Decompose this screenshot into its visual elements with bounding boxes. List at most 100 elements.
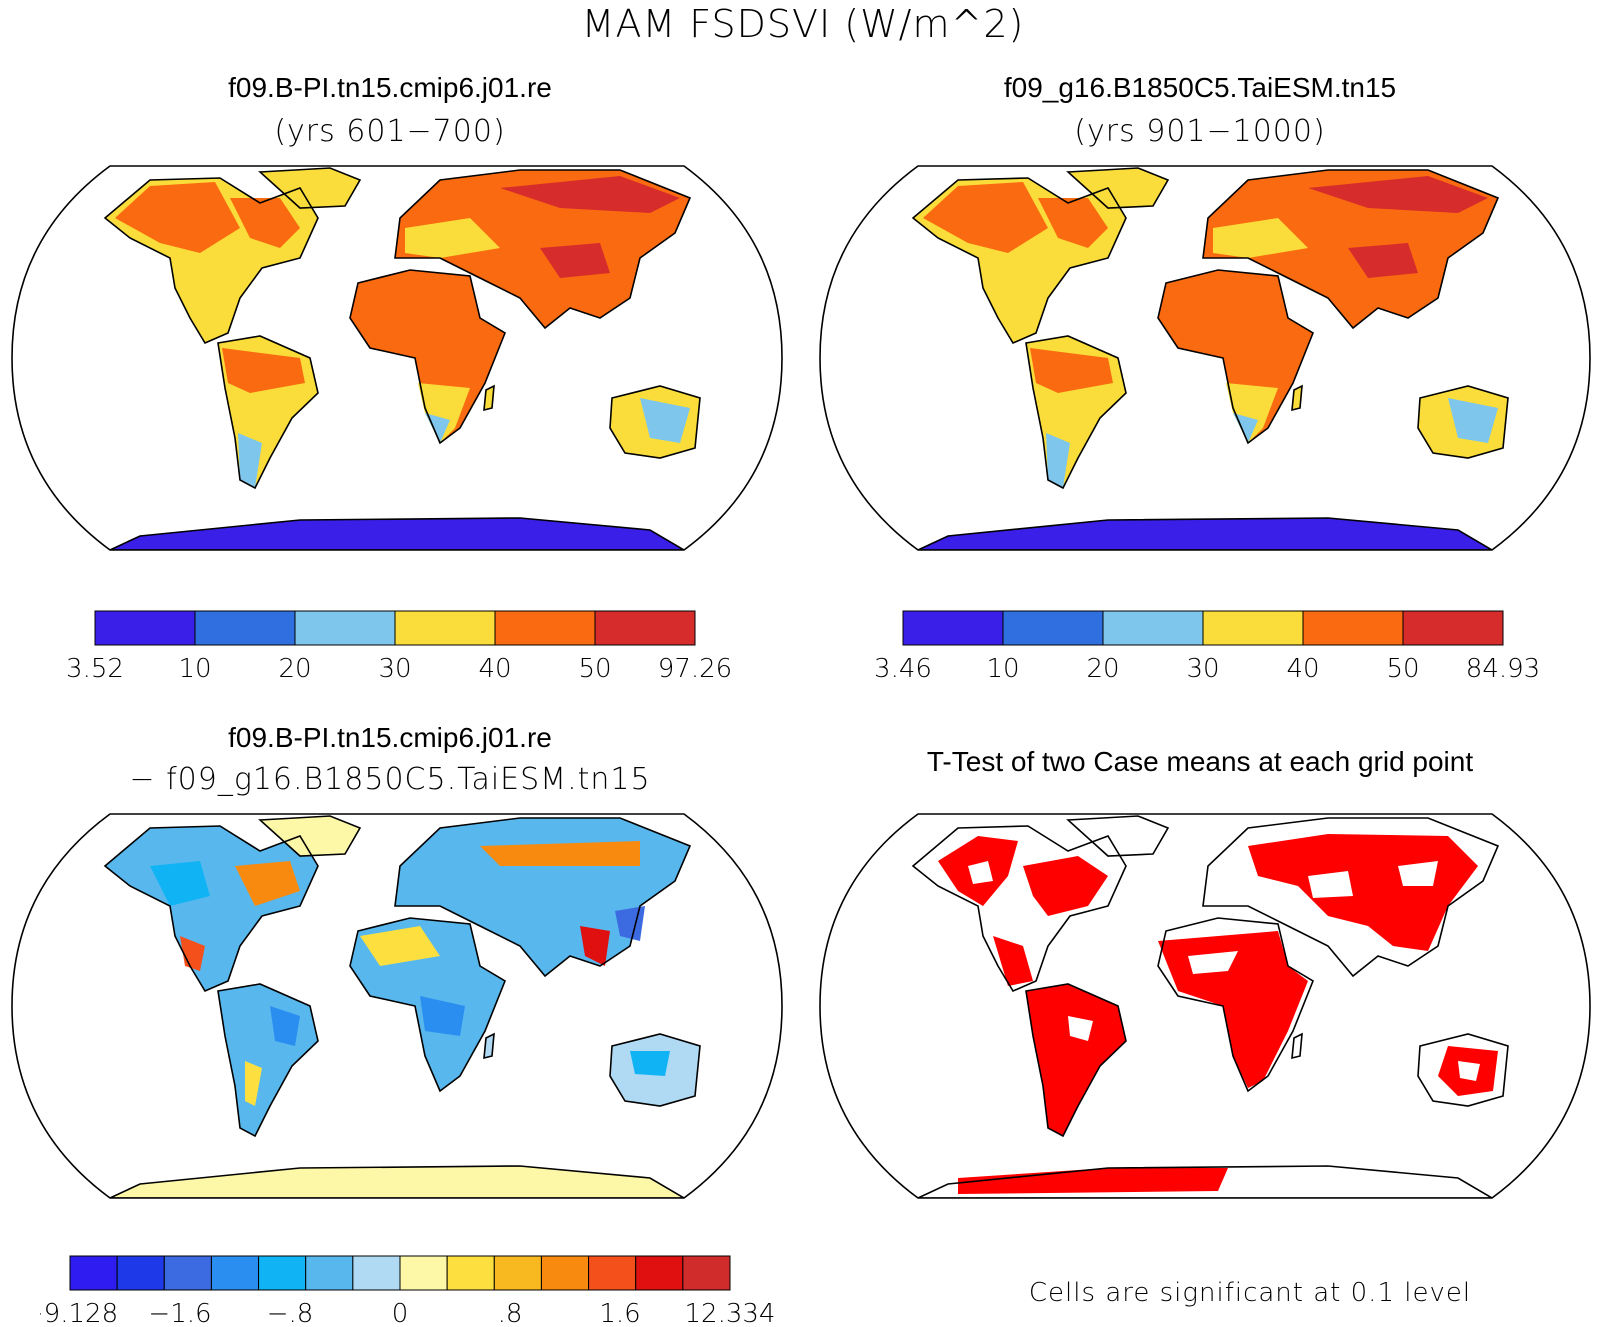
antarctica-coastline — [109, 1165, 687, 1198]
antarctica-coastline — [917, 1165, 1495, 1198]
colorbar-tick-label: 97.26 — [658, 654, 732, 684]
india-diff-high — [580, 926, 610, 966]
greenland-diff — [260, 816, 360, 856]
north-america-high — [923, 182, 1048, 253]
map-field — [103, 167, 701, 550]
colorbar-box-0 — [69, 1255, 118, 1291]
colorbar-box-2 — [294, 610, 396, 646]
colorbar-box-9 — [493, 1255, 542, 1291]
colorbar-box-7 — [399, 1255, 448, 1291]
eurasia-coastline — [394, 169, 692, 330]
namerica-coastline — [911, 825, 1127, 993]
colorbar-tick-label: 12.334 — [685, 1299, 776, 1327]
nonsig-patch-4 — [1308, 871, 1353, 898]
colorbar-tick-label: 20 — [1086, 654, 1119, 684]
antarctica-coastline — [917, 517, 1495, 550]
sig-south-america — [1026, 984, 1126, 1136]
namerica-coastline — [911, 177, 1127, 345]
antarctica-diff — [110, 1166, 684, 1198]
colorbar-tick-label: 40 — [478, 654, 511, 684]
amazon-diff-low — [270, 1006, 300, 1046]
greenland-coastline — [258, 815, 362, 857]
north-america-diff-low — [150, 861, 210, 906]
australia-diff-low — [630, 1051, 670, 1076]
europe-field — [1213, 218, 1308, 258]
nonsig-patch-3 — [1188, 951, 1238, 974]
colorbar-box-4 — [1302, 610, 1404, 646]
colorbar-box-2 — [163, 1255, 212, 1291]
antarctica-field — [110, 518, 684, 550]
colorbar-tick-label: 50 — [578, 654, 611, 684]
colorbar-tick-label: −1.6 — [148, 1299, 211, 1327]
eurasia-coastline — [394, 817, 692, 978]
panel2-subtitle: (yrs 901−1000) — [1074, 114, 1326, 149]
siberia-high — [500, 176, 680, 213]
andes-diff-high — [245, 1061, 262, 1106]
panel3-title: f09.B-PI.tn15.cmip6.j01.re — [228, 722, 552, 753]
colorbar-tick-label: 10 — [986, 654, 1019, 684]
australia-low — [640, 398, 690, 443]
sahara-diff-high — [360, 926, 440, 966]
map-field — [911, 815, 1509, 1198]
colorbar-box-8 — [446, 1255, 495, 1291]
samerica-coastline — [1025, 983, 1127, 1138]
colorbar-tick-label: 20 — [278, 654, 311, 684]
australia-coastline — [1417, 1033, 1509, 1107]
mexico-diff-high — [180, 936, 205, 971]
north-america-diff — [105, 826, 318, 991]
africa-coastline — [1157, 269, 1314, 445]
africa-coastline — [1157, 917, 1314, 1093]
map-frame — [11, 165, 783, 551]
namerica-coastline — [103, 825, 319, 993]
canada-diff-high — [235, 861, 300, 906]
panel2-map — [819, 165, 1591, 551]
colorbar-box-2 — [1102, 610, 1204, 646]
australia-coastline — [609, 385, 701, 459]
south-africa-field — [1226, 383, 1278, 443]
sig-antarctica — [958, 1168, 1228, 1194]
colorbar-box-11 — [588, 1255, 637, 1291]
australia-low — [1448, 398, 1498, 443]
australia-coastline — [609, 1033, 701, 1107]
sig-eurasia — [1248, 834, 1478, 951]
greenland-field — [260, 168, 360, 208]
cape-field — [1233, 413, 1258, 443]
amazon-high — [222, 348, 305, 393]
figure-title: MAM FSDSVI (W/m^2) — [581, 2, 1025, 46]
madagascar-coastline — [483, 1032, 495, 1060]
africa-coastline — [349, 917, 506, 1093]
tibet-high — [540, 243, 610, 278]
greenland-coastline — [258, 167, 362, 209]
colorbar-tick-label: 3.46 — [874, 654, 932, 684]
colorbar-box-5 — [305, 1255, 354, 1291]
map-frame — [11, 813, 783, 1199]
panel3-colorbar: −9.128 −1.6 −.8 0 .8 1.6 12.334 — [40, 1255, 776, 1327]
patagonia-field — [238, 433, 262, 488]
colorbar-box-0 — [94, 610, 196, 646]
colorbar-tick-label: −9.128 — [40, 1299, 118, 1327]
greenland-field — [1068, 168, 1168, 208]
map-field — [103, 815, 701, 1198]
colorbar-box-4 — [258, 1255, 307, 1291]
map-frame — [819, 165, 1591, 551]
samerica-coastline — [217, 335, 319, 490]
canada-high — [230, 198, 300, 248]
colorbar-box-5 — [1402, 610, 1504, 646]
panel2-title: f09_g16.B1850C5.TaiESM.tn15 — [1003, 72, 1397, 103]
colorbar-box-1 — [116, 1255, 165, 1291]
antarctica-field — [918, 518, 1492, 550]
panel3-map — [11, 813, 783, 1199]
colorbar-tick-label: −.8 — [267, 1299, 314, 1327]
central-africa-diff-low — [420, 996, 465, 1036]
panel1-map — [11, 165, 783, 551]
map-field — [911, 167, 1509, 550]
colorbar-tick-label: 84.93 — [1466, 654, 1540, 684]
colorbar-box-6 — [352, 1255, 401, 1291]
australia-coastline — [1417, 385, 1509, 459]
madagascar-coastline — [483, 384, 495, 412]
colorbar-tick-label: 30 — [378, 654, 411, 684]
panel1-subtitle: (yrs 601−700) — [274, 114, 506, 149]
colorbar-box-3 — [1202, 610, 1304, 646]
madagascar-coastline — [1291, 384, 1303, 412]
canada-high — [1038, 198, 1108, 248]
